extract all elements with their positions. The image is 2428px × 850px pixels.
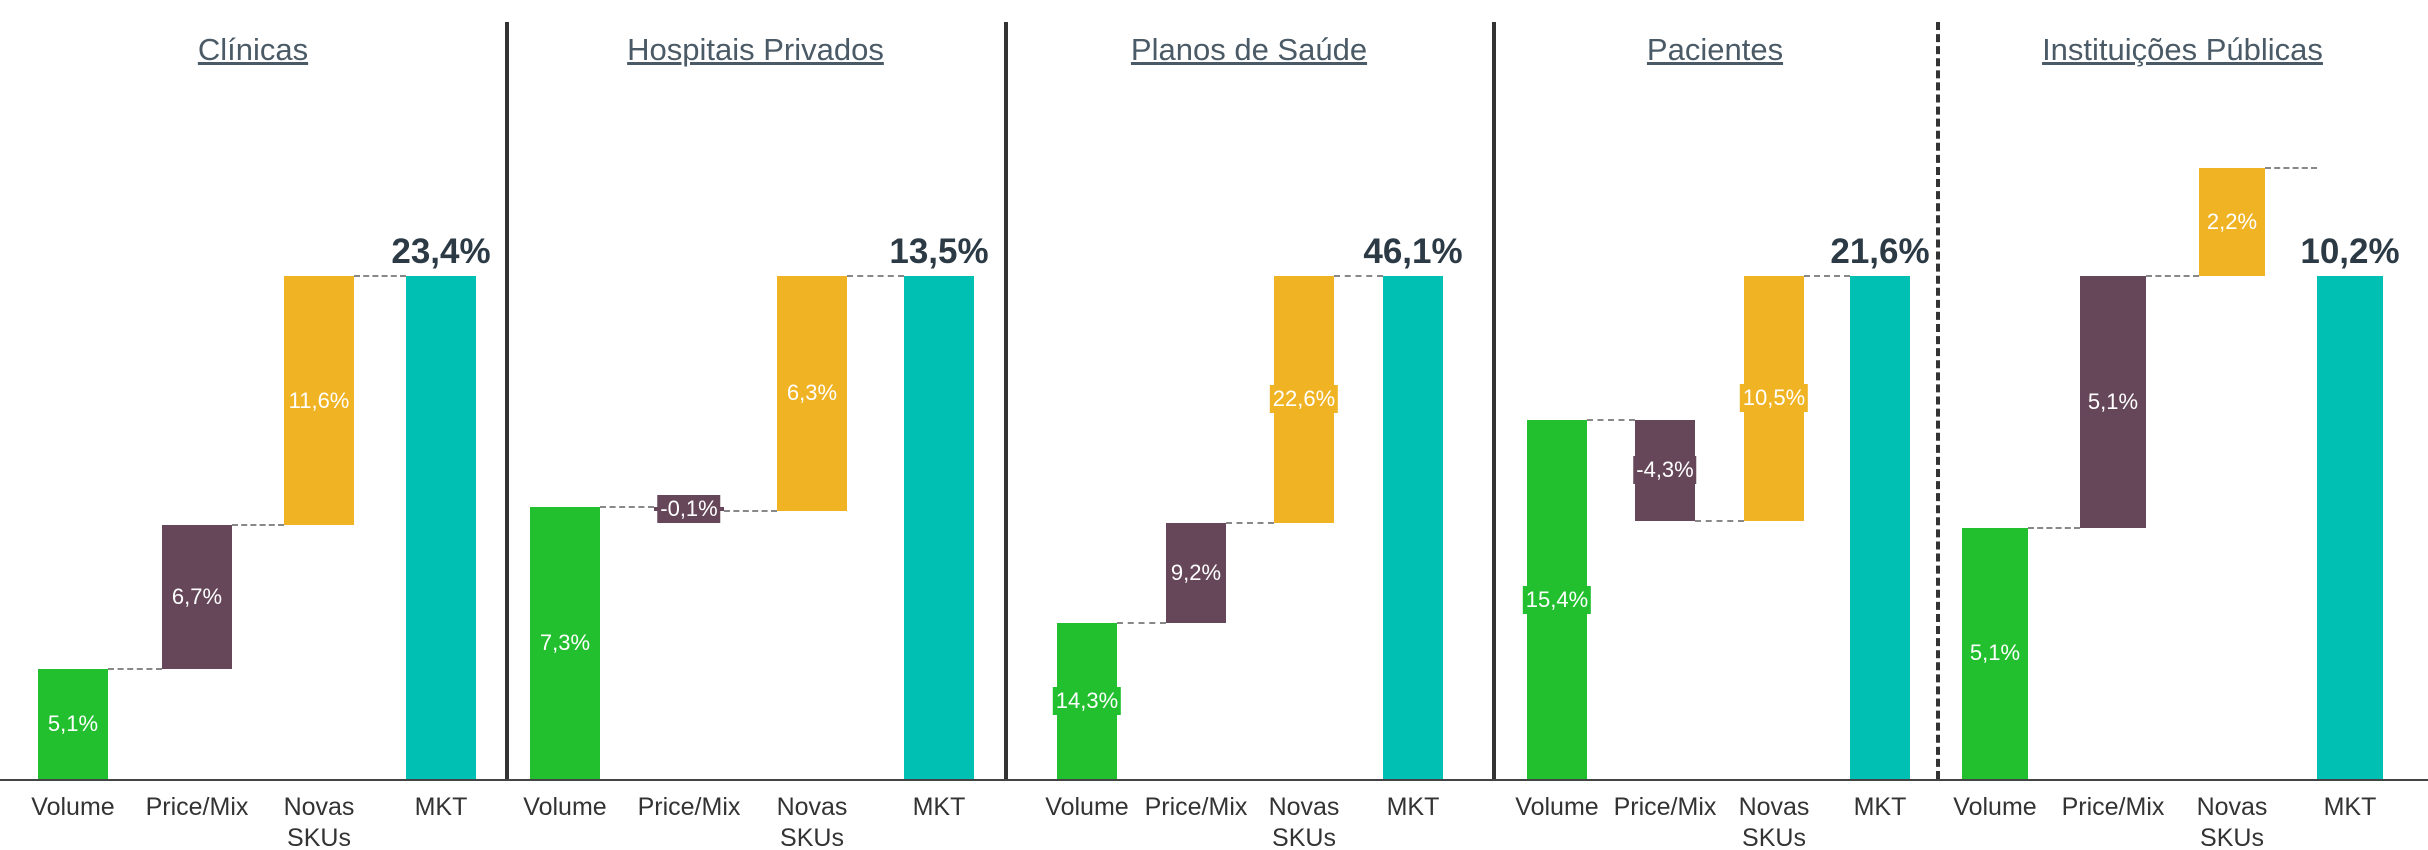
x-tick-label: MKT xyxy=(2323,793,2377,821)
value-label: 2,2% xyxy=(2203,207,2261,236)
baseline xyxy=(506,779,1005,781)
x-tick-label: Price/Mix xyxy=(2061,793,2165,821)
connector xyxy=(1226,521,1274,524)
baseline xyxy=(1493,779,1937,781)
bar xyxy=(1850,276,1910,779)
value-label: -4,3% xyxy=(1633,456,1697,485)
panel-title: Planos de Saúde xyxy=(1130,32,1368,67)
x-tick-label: Novas SKUs xyxy=(776,793,848,850)
x-tick-label: Novas SKUs xyxy=(283,793,355,850)
connector xyxy=(1587,419,1635,422)
panel-title: Pacientes xyxy=(1646,32,1784,67)
baseline xyxy=(1005,779,1493,781)
connector xyxy=(847,275,904,277)
connector xyxy=(2146,275,2199,277)
x-tick-label: Volume xyxy=(1953,793,2037,821)
divider xyxy=(505,22,509,779)
bar xyxy=(406,276,476,779)
value-label: -0,1% xyxy=(657,494,721,523)
x-tick-label: MKT xyxy=(1853,793,1907,821)
x-tick-label: Novas SKUs xyxy=(1738,793,1810,850)
value-label: 9,2% xyxy=(1167,558,1225,587)
x-tick-label: Price/Mix xyxy=(637,793,741,821)
total-label: 21,6% xyxy=(1830,232,1930,271)
x-tick-label: Novas SKUs xyxy=(1268,793,1340,850)
value-label: 14,3% xyxy=(1052,686,1122,715)
value-label: 15,4% xyxy=(1522,585,1592,614)
bar xyxy=(1383,276,1443,779)
x-tick-label: Price/Mix xyxy=(1613,793,1717,821)
x-tick-label: Price/Mix xyxy=(145,793,249,821)
value-label: 10,5% xyxy=(1739,384,1809,413)
x-tick-label: Novas SKUs xyxy=(2196,793,2268,850)
value-label: 5,1% xyxy=(44,710,102,739)
connector xyxy=(600,506,654,508)
connector xyxy=(2265,166,2317,169)
value-label: 6,7% xyxy=(168,583,226,612)
divider xyxy=(1492,22,1496,779)
baseline xyxy=(0,779,506,781)
connector xyxy=(1334,275,1383,277)
value-label: 7,3% xyxy=(536,629,594,657)
x-tick-label: Volume xyxy=(31,793,115,821)
x-tick-label: Volume xyxy=(1515,793,1599,821)
panel-title: Clínicas xyxy=(197,32,309,67)
value-label: 6,3% xyxy=(783,379,841,408)
value-label: 5,1% xyxy=(1966,639,2024,668)
connector xyxy=(2028,526,2080,529)
baseline xyxy=(1937,779,2428,781)
connector xyxy=(232,524,284,527)
total-label: 23,4% xyxy=(391,232,491,271)
connector xyxy=(354,275,406,277)
connector xyxy=(1695,519,1744,522)
total-label: 10,2% xyxy=(2300,232,2400,271)
x-tick-label: MKT xyxy=(912,793,966,821)
bar xyxy=(904,276,974,779)
x-tick-label: Volume xyxy=(523,793,607,821)
connector xyxy=(1117,621,1166,624)
x-tick-label: Volume xyxy=(1045,793,1129,821)
x-tick-label: MKT xyxy=(1386,793,1440,821)
value-label: 11,6% xyxy=(285,386,353,415)
connector xyxy=(108,668,162,671)
divider xyxy=(1936,22,1940,779)
bar xyxy=(2317,276,2383,779)
connector xyxy=(724,509,777,512)
panel-title: Hospitais Privados xyxy=(627,32,884,67)
x-tick-label: Price/Mix xyxy=(1144,793,1248,821)
divider xyxy=(1004,22,1008,779)
value-label: 5,1% xyxy=(2084,387,2142,416)
connector xyxy=(1804,275,1850,277)
total-label: 13,5% xyxy=(889,232,989,271)
total-label: 46,1% xyxy=(1363,232,1463,271)
x-tick-label: MKT xyxy=(414,793,468,821)
panel-title: Instituições Públicas xyxy=(2042,32,2323,67)
value-label: 22,6% xyxy=(1269,385,1339,414)
